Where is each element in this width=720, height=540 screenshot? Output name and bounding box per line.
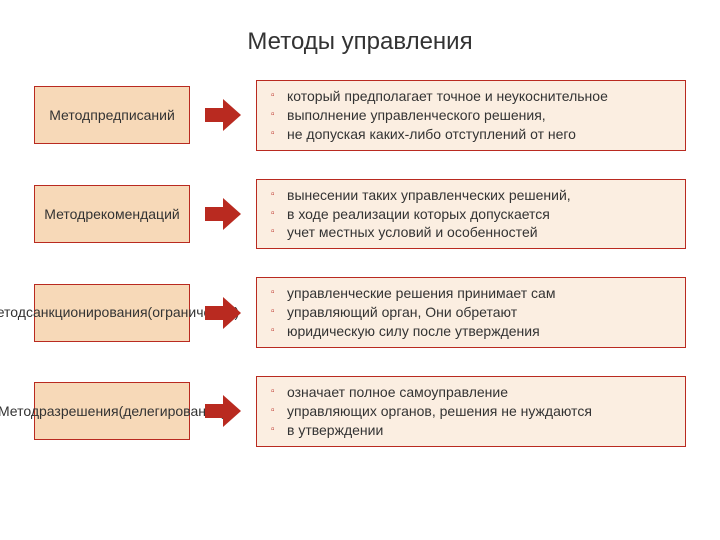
method-row: Методрекомендаций ▫ вынесении таких управ…	[34, 179, 686, 250]
desc-text: означает полное самоуправление	[287, 383, 508, 402]
desc-text: управляющий орган, Они обретают	[287, 303, 517, 322]
page-title: Методы управления	[0, 0, 720, 80]
desc-line: ▫ юридическую силу после утверждения	[271, 322, 675, 341]
desc-text: учет местных условий и особенностей	[287, 223, 538, 242]
bullet-icon: ▫	[271, 125, 279, 143]
bullet-icon: ▫	[271, 284, 279, 302]
desc-text: в ходе реализации которых допускается	[287, 205, 550, 224]
method-label: Методпредписаний	[34, 86, 190, 144]
method-desc: ▫ который предполагает точное и неукоснит…	[256, 80, 686, 151]
method-desc: ▫ управленческие решения принимает сам ▫ уп…	[256, 277, 686, 348]
method-row: Методпредписаний ▫ который предполагает т…	[34, 80, 686, 151]
desc-line: ▫ в утверждении	[271, 421, 675, 440]
desc-line: ▫ учет местных условий и особенностей	[271, 223, 675, 242]
bullet-icon: ▫	[271, 205, 279, 223]
desc-text: вынесении таких управленческих решений,	[287, 186, 571, 205]
desc-line: ▫ вынесении таких управленческих решений,	[271, 186, 675, 205]
desc-text: юридическую силу после утверждения	[287, 322, 540, 341]
desc-line: ▫ управленческие решения принимает сам	[271, 284, 675, 303]
arrow-right-icon	[202, 195, 244, 233]
desc-text: управленческие решения принимает сам	[287, 284, 555, 303]
desc-text: выполнение управленческого решения,	[287, 106, 546, 125]
bullet-icon: ▫	[271, 421, 279, 439]
bullet-icon: ▫	[271, 383, 279, 401]
desc-line: ▫ в ходе реализации которых допускается	[271, 205, 675, 224]
desc-text: который предполагает точное и неукосните…	[287, 87, 608, 106]
arrow-right-icon	[202, 392, 244, 430]
method-row: Методразрешения(делегирования) ▫ означает…	[34, 376, 686, 447]
bullet-icon: ▫	[271, 87, 279, 105]
method-label: Методрекомендаций	[34, 185, 190, 243]
bullet-icon: ▫	[271, 402, 279, 420]
desc-line: ▫ не допуская каких-либо отступлений от н…	[271, 125, 675, 144]
desc-line: ▫ выполнение управленческого решения,	[271, 106, 675, 125]
method-desc: ▫ означает полное самоуправление ▫ управляю…	[256, 376, 686, 447]
desc-line: ▫ означает полное самоуправление	[271, 383, 675, 402]
method-row: Методсанкционирования(ограничения) ▫ упра…	[34, 277, 686, 348]
rows-container: Методпредписаний ▫ который предполагает т…	[0, 80, 720, 447]
method-label: Методсанкционирования(ограничения)	[34, 284, 190, 342]
bullet-icon: ▫	[271, 186, 279, 204]
desc-line: ▫ управляющих органов, решения не нуждают…	[271, 402, 675, 421]
bullet-icon: ▫	[271, 303, 279, 321]
bullet-icon: ▫	[271, 223, 279, 241]
desc-text: не допуская каких-либо отступлений от не…	[287, 125, 576, 144]
desc-text: в утверждении	[287, 421, 383, 440]
desc-line: ▫ который предполагает точное и неукоснит…	[271, 87, 675, 106]
desc-text: управляющих органов, решения не нуждаютс…	[287, 402, 592, 421]
method-label: Методразрешения(делегирования)	[34, 382, 190, 440]
bullet-icon: ▫	[271, 322, 279, 340]
desc-line: ▫ управляющий орган, Они обретают	[271, 303, 675, 322]
method-desc: ▫ вынесении таких управленческих решений,…	[256, 179, 686, 250]
arrow-right-icon	[202, 96, 244, 134]
arrow-right-icon	[202, 294, 244, 332]
bullet-icon: ▫	[271, 106, 279, 124]
